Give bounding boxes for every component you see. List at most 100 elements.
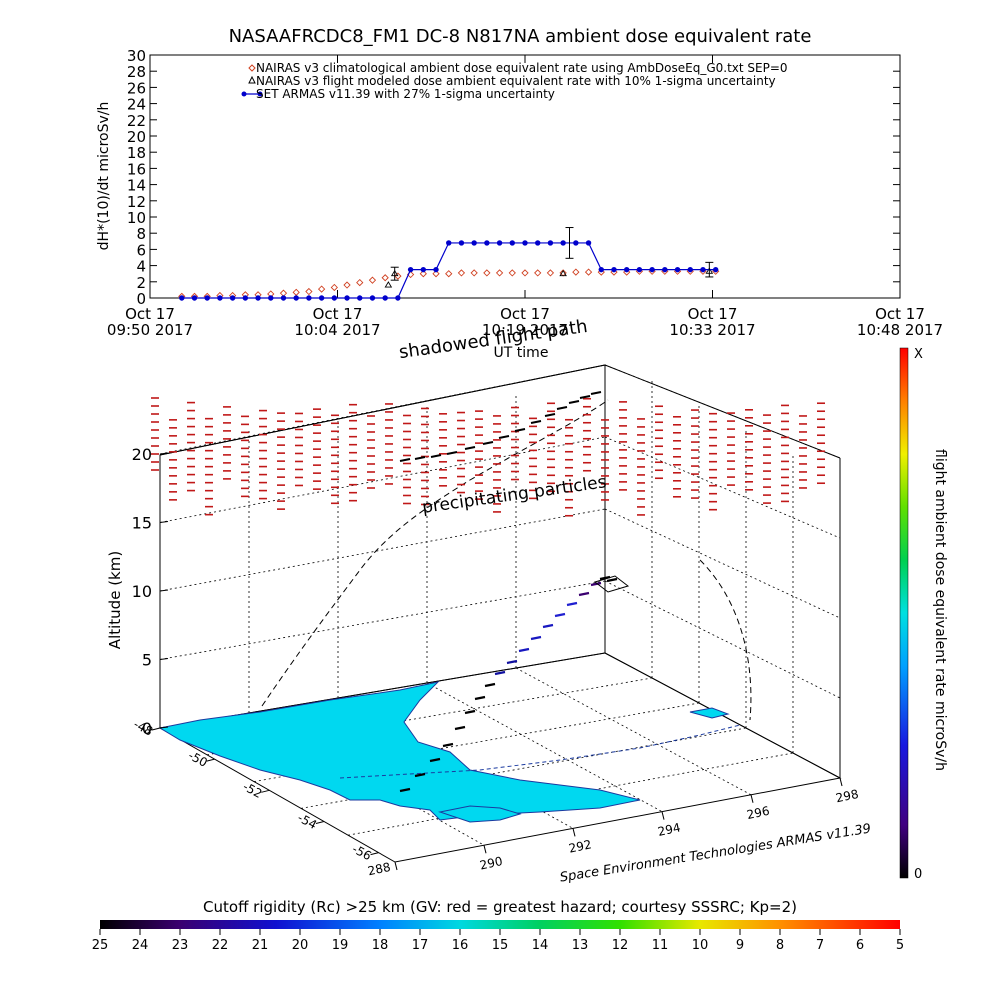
y-tick-label: 30 — [127, 47, 146, 65]
x-tick-label-time: 09:50 2017 — [107, 321, 193, 339]
legend-label: NAIRAS v3 flight modeled dose ambient eq… — [256, 74, 776, 88]
top-edge — [159, 364, 606, 456]
lon-tick-label: 290 — [479, 854, 504, 872]
lon-tick-label: 296 — [746, 804, 771, 822]
shadow-point — [530, 420, 542, 424]
armas-point — [357, 295, 363, 301]
lon-tick-mark — [483, 845, 487, 854]
lat-tick-label: -52 — [241, 779, 265, 801]
longitude-ticks: 288 290 292 294 296 298 — [367, 777, 860, 878]
colorbar-axis-label: flight ambient dose equivalent rate micr… — [932, 449, 948, 771]
rigidity-tick-label: 12 — [612, 938, 629, 953]
wall-grid-line — [159, 580, 606, 660]
y-tick-label: 12 — [127, 193, 146, 211]
x-tick-label-time: 10:48 2017 — [857, 321, 943, 339]
lat-tick-label: -54 — [295, 811, 319, 833]
nairas-climatological-point — [432, 270, 440, 278]
shadowed-flight-path — [399, 391, 602, 462]
nairas-climatological-point — [457, 269, 466, 277]
z-tick-label: 5 — [142, 651, 152, 670]
nairas-climatological-point — [470, 269, 478, 277]
lat-tick-mark — [315, 821, 325, 824]
nairas-climatological-point — [317, 285, 326, 293]
shadow-point — [556, 406, 568, 410]
flight-point — [464, 709, 476, 715]
shadow-point — [482, 441, 494, 445]
armas-point — [318, 295, 325, 301]
lat-tick-mark — [206, 758, 215, 762]
nairas-climatological-point — [419, 270, 427, 278]
nairas-climatological-point — [381, 274, 389, 282]
y-tick-label: 2 — [136, 274, 146, 292]
coastline-dash — [339, 724, 741, 779]
armas-point — [547, 240, 554, 246]
rigidity-tick-label: 11 — [652, 938, 669, 953]
nairas-climatological-point — [534, 269, 542, 277]
flight-point — [414, 772, 426, 778]
flight-point — [542, 623, 554, 629]
armas-point — [420, 266, 427, 273]
armas-point — [446, 240, 452, 246]
nairas-climatological-point — [483, 269, 491, 277]
lon-tick-label: 298 — [835, 787, 860, 805]
armas-point — [471, 240, 477, 246]
flight-point — [530, 635, 542, 641]
nairas-climatological-point — [584, 268, 593, 276]
shadow-point — [590, 391, 602, 395]
colorbar-bottom-label: 0 — [914, 867, 922, 882]
legend: NAIRAS v3 climatological ambient dose eq… — [241, 61, 788, 101]
z-tick-mark — [159, 589, 169, 592]
lat-tick-label: -50 — [186, 748, 210, 770]
wall-grid — [159, 364, 841, 753]
flight-point — [554, 612, 566, 618]
armas-point — [687, 266, 693, 273]
back-wall — [159, 364, 606, 729]
lon-tick-label: 288 — [367, 860, 392, 878]
legend-marker-circle — [257, 91, 263, 97]
armas-point — [496, 240, 503, 246]
rigidity-tick-label: 8 — [776, 938, 784, 953]
rigidity-tick-label: 16 — [452, 938, 469, 953]
y-tick-label: 0 — [136, 290, 146, 308]
rigidity-tick-label: 25 — [92, 938, 109, 953]
land-mass — [158, 681, 641, 821]
armas-point — [331, 295, 338, 301]
legend-marker-triangle — [248, 75, 256, 84]
y-tick-label: 28 — [127, 63, 146, 81]
armas-point — [268, 295, 274, 301]
armas-point — [484, 240, 490, 246]
lat-tick-mark — [370, 852, 379, 856]
armas-point — [573, 240, 579, 246]
armas-point — [433, 266, 439, 273]
y-tick-label: 26 — [127, 79, 146, 97]
wall-grid-line — [604, 508, 841, 619]
rigidity-title: Cutoff rigidity (Rc) >25 km (GV: red = g… — [203, 898, 797, 916]
land-islands — [438, 707, 730, 823]
shadow-point — [568, 400, 580, 404]
nairas-climatological-point — [368, 276, 377, 284]
flight-point — [506, 659, 518, 665]
lon-tick-mark — [750, 794, 754, 803]
armas-point — [293, 295, 299, 301]
y-tick-label: 20 — [127, 128, 146, 146]
rigidity-tick-label: 18 — [372, 938, 389, 953]
z-tick-mark — [159, 452, 169, 455]
armas-point — [522, 240, 528, 246]
y-tick-label: 18 — [127, 144, 146, 162]
flight-point — [429, 757, 441, 763]
armas-point — [204, 295, 210, 301]
x-tick-label-date: Oct 17 — [875, 305, 925, 323]
flight-point — [599, 575, 611, 581]
lat-tick-mark — [261, 789, 270, 793]
z-tick-label: 10 — [132, 582, 152, 601]
flight-point — [484, 682, 496, 688]
ut-time-label: UT time — [494, 345, 549, 361]
nairas-climatological-point — [394, 272, 402, 280]
rigidity-tick-label: 9 — [736, 938, 744, 953]
nairas-climatological-point — [521, 269, 529, 277]
rigidity-tick-label: 20 — [292, 938, 309, 953]
armas-point — [535, 240, 541, 246]
y-tick-label: 16 — [127, 160, 146, 178]
